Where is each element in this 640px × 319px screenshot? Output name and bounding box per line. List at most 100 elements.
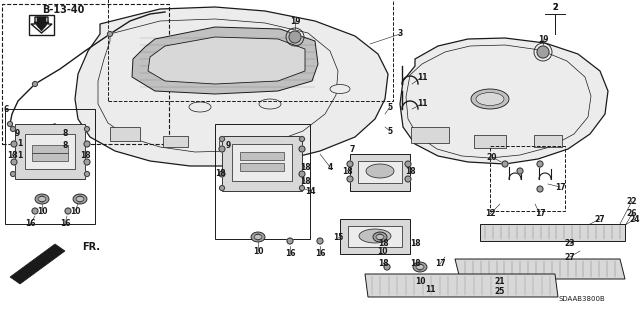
Bar	[108, 0, 393, 101]
Circle shape	[405, 176, 411, 182]
Text: 18: 18	[300, 162, 310, 172]
Ellipse shape	[330, 85, 350, 93]
Bar	[29, 15, 54, 35]
Circle shape	[299, 171, 305, 177]
Text: 12: 12	[484, 210, 495, 219]
Text: 27: 27	[564, 253, 575, 262]
Text: 26: 26	[627, 210, 637, 219]
Polygon shape	[365, 274, 558, 297]
Text: 21: 21	[495, 277, 505, 286]
Text: 11: 11	[417, 72, 428, 81]
Text: 8: 8	[62, 130, 68, 138]
Polygon shape	[34, 17, 49, 31]
Polygon shape	[132, 27, 318, 94]
Bar	[240, 152, 284, 160]
Circle shape	[287, 238, 293, 244]
Text: 16: 16	[285, 249, 295, 258]
Circle shape	[300, 137, 305, 142]
Circle shape	[517, 168, 523, 174]
Text: FR.: FR.	[82, 242, 100, 252]
Ellipse shape	[476, 93, 504, 106]
Bar	[32, 145, 68, 153]
Text: 17: 17	[435, 259, 445, 269]
Text: 18: 18	[80, 152, 90, 160]
Text: B-13-40: B-13-40	[42, 5, 84, 15]
Circle shape	[219, 171, 225, 177]
Text: 11: 11	[417, 100, 428, 108]
Text: 18: 18	[378, 259, 388, 269]
Circle shape	[220, 186, 225, 190]
Bar	[2, 4, 169, 144]
Circle shape	[220, 137, 225, 142]
Ellipse shape	[416, 264, 424, 270]
Polygon shape	[10, 244, 65, 284]
Circle shape	[8, 122, 13, 127]
Circle shape	[32, 208, 38, 214]
Ellipse shape	[73, 194, 87, 204]
Bar	[474, 135, 506, 147]
Ellipse shape	[189, 102, 211, 112]
Circle shape	[39, 196, 45, 202]
Circle shape	[537, 161, 543, 167]
Polygon shape	[222, 136, 302, 191]
Polygon shape	[31, 17, 52, 33]
Circle shape	[537, 46, 549, 58]
Circle shape	[377, 234, 383, 240]
Ellipse shape	[38, 197, 46, 202]
Ellipse shape	[471, 89, 509, 109]
Circle shape	[33, 81, 38, 86]
Text: 17: 17	[555, 182, 565, 191]
Ellipse shape	[376, 234, 384, 240]
Circle shape	[255, 234, 261, 240]
Bar	[32, 153, 68, 161]
Ellipse shape	[35, 194, 49, 204]
Text: 2: 2	[552, 3, 557, 11]
Circle shape	[384, 264, 390, 270]
Text: 9: 9	[225, 142, 230, 151]
Text: 19: 19	[538, 34, 548, 43]
Text: 18: 18	[214, 169, 225, 179]
Circle shape	[347, 176, 353, 182]
Text: 27: 27	[595, 214, 605, 224]
Bar	[534, 135, 562, 147]
Polygon shape	[75, 7, 388, 166]
Text: 20: 20	[487, 152, 497, 161]
Ellipse shape	[254, 234, 262, 240]
Ellipse shape	[259, 99, 281, 109]
Text: 22: 22	[627, 197, 637, 205]
Bar	[215, 124, 310, 239]
Circle shape	[11, 159, 17, 165]
Circle shape	[347, 161, 353, 167]
Text: 25: 25	[495, 286, 505, 295]
Bar	[274, 141, 296, 151]
Circle shape	[317, 238, 323, 244]
Ellipse shape	[251, 232, 265, 242]
Ellipse shape	[366, 164, 394, 178]
Circle shape	[65, 208, 71, 214]
Polygon shape	[148, 37, 305, 84]
Text: SDAAB3800B: SDAAB3800B	[559, 296, 605, 302]
Bar	[110, 127, 140, 141]
Polygon shape	[350, 154, 410, 191]
Text: 16: 16	[315, 249, 325, 258]
Circle shape	[219, 146, 225, 152]
Text: 5: 5	[387, 127, 392, 136]
Circle shape	[11, 141, 17, 147]
Text: 10: 10	[36, 206, 47, 216]
Text: 16: 16	[25, 219, 35, 228]
Polygon shape	[340, 219, 410, 254]
Polygon shape	[455, 259, 625, 279]
Text: 8: 8	[62, 142, 68, 151]
Text: 6: 6	[3, 105, 8, 114]
Circle shape	[77, 196, 83, 202]
Ellipse shape	[359, 229, 391, 243]
Text: 10: 10	[70, 206, 80, 216]
Circle shape	[84, 141, 90, 147]
Text: 18: 18	[410, 259, 420, 269]
Text: 2: 2	[552, 3, 558, 11]
Circle shape	[84, 127, 90, 131]
Circle shape	[10, 127, 15, 131]
Text: 18: 18	[378, 240, 388, 249]
Circle shape	[417, 264, 423, 270]
Bar	[163, 136, 188, 146]
